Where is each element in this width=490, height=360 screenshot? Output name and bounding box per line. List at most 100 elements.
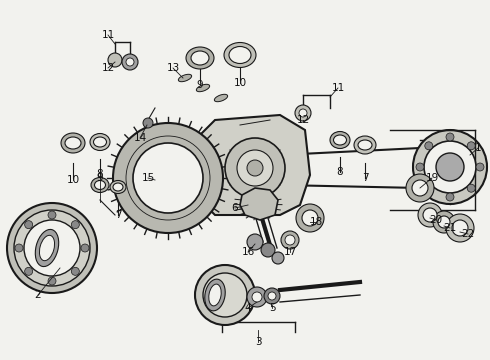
Circle shape (195, 265, 255, 325)
Circle shape (436, 153, 464, 181)
Circle shape (126, 58, 134, 66)
Text: 10: 10 (67, 175, 79, 185)
Text: 1: 1 (475, 143, 481, 153)
Circle shape (281, 231, 299, 249)
Circle shape (412, 180, 428, 196)
Text: 13: 13 (167, 63, 180, 73)
Text: 17: 17 (283, 247, 296, 257)
Circle shape (406, 174, 434, 202)
Circle shape (225, 138, 285, 198)
Text: 9: 9 (196, 80, 203, 90)
Text: 20: 20 (429, 215, 442, 225)
Ellipse shape (91, 177, 109, 193)
Circle shape (48, 277, 56, 285)
Ellipse shape (178, 74, 192, 82)
Circle shape (467, 142, 475, 150)
Ellipse shape (61, 133, 85, 153)
Ellipse shape (191, 51, 209, 65)
Ellipse shape (40, 235, 54, 261)
Ellipse shape (229, 46, 251, 63)
Circle shape (446, 133, 454, 141)
Circle shape (247, 234, 263, 250)
Text: 11: 11 (331, 83, 344, 93)
Circle shape (252, 292, 262, 302)
Circle shape (425, 142, 433, 150)
Circle shape (24, 267, 33, 275)
Circle shape (446, 193, 454, 201)
Text: 8: 8 (337, 167, 343, 177)
Circle shape (424, 141, 476, 193)
Circle shape (425, 184, 433, 192)
Text: 8: 8 (97, 169, 103, 179)
Circle shape (72, 267, 79, 275)
Circle shape (247, 287, 267, 307)
Text: 3: 3 (255, 337, 261, 347)
Circle shape (438, 216, 450, 228)
Circle shape (452, 220, 468, 236)
Ellipse shape (214, 94, 228, 102)
Text: 9: 9 (97, 173, 103, 183)
Ellipse shape (186, 47, 214, 69)
Ellipse shape (35, 229, 59, 266)
Circle shape (247, 160, 263, 176)
Circle shape (413, 130, 487, 204)
Text: 6: 6 (232, 203, 238, 213)
Ellipse shape (224, 42, 256, 68)
Circle shape (15, 244, 23, 252)
Text: 15: 15 (142, 173, 155, 183)
Ellipse shape (110, 180, 126, 194)
Circle shape (433, 211, 455, 233)
Circle shape (416, 163, 424, 171)
Circle shape (268, 292, 276, 300)
Text: 22: 22 (462, 229, 475, 239)
Ellipse shape (95, 180, 105, 189)
Circle shape (24, 220, 80, 276)
Polygon shape (240, 188, 278, 220)
Circle shape (264, 288, 280, 304)
Circle shape (81, 244, 89, 252)
Circle shape (302, 210, 318, 226)
Ellipse shape (354, 136, 376, 154)
Ellipse shape (358, 140, 372, 150)
Circle shape (446, 214, 474, 242)
Text: 16: 16 (242, 247, 255, 257)
Circle shape (113, 123, 223, 233)
Text: 4: 4 (245, 303, 251, 313)
Text: 2: 2 (35, 290, 41, 300)
Circle shape (418, 203, 442, 227)
Ellipse shape (196, 84, 210, 92)
Circle shape (272, 252, 284, 264)
Text: 10: 10 (233, 78, 246, 88)
Circle shape (285, 235, 295, 245)
Circle shape (295, 105, 311, 121)
Ellipse shape (334, 135, 346, 145)
Circle shape (296, 204, 324, 232)
Circle shape (476, 163, 484, 171)
Text: 12: 12 (296, 115, 310, 125)
Circle shape (14, 210, 90, 286)
Circle shape (7, 203, 97, 293)
Ellipse shape (113, 183, 123, 191)
Text: 12: 12 (101, 63, 115, 73)
Text: 5: 5 (269, 303, 275, 313)
Circle shape (299, 109, 307, 117)
Text: 18: 18 (309, 217, 322, 227)
Ellipse shape (65, 137, 81, 149)
Circle shape (133, 143, 203, 213)
Circle shape (237, 150, 273, 186)
Circle shape (203, 273, 247, 317)
Ellipse shape (90, 134, 110, 150)
Ellipse shape (205, 279, 225, 311)
Ellipse shape (209, 284, 221, 306)
Circle shape (423, 208, 437, 222)
Circle shape (48, 211, 56, 219)
Circle shape (24, 221, 33, 229)
Circle shape (108, 53, 122, 67)
Text: 7: 7 (115, 210, 122, 220)
Circle shape (122, 54, 138, 70)
Text: 19: 19 (425, 173, 439, 183)
Text: 7: 7 (362, 173, 368, 183)
Ellipse shape (94, 137, 106, 147)
Circle shape (72, 221, 79, 229)
Text: 11: 11 (101, 30, 115, 40)
